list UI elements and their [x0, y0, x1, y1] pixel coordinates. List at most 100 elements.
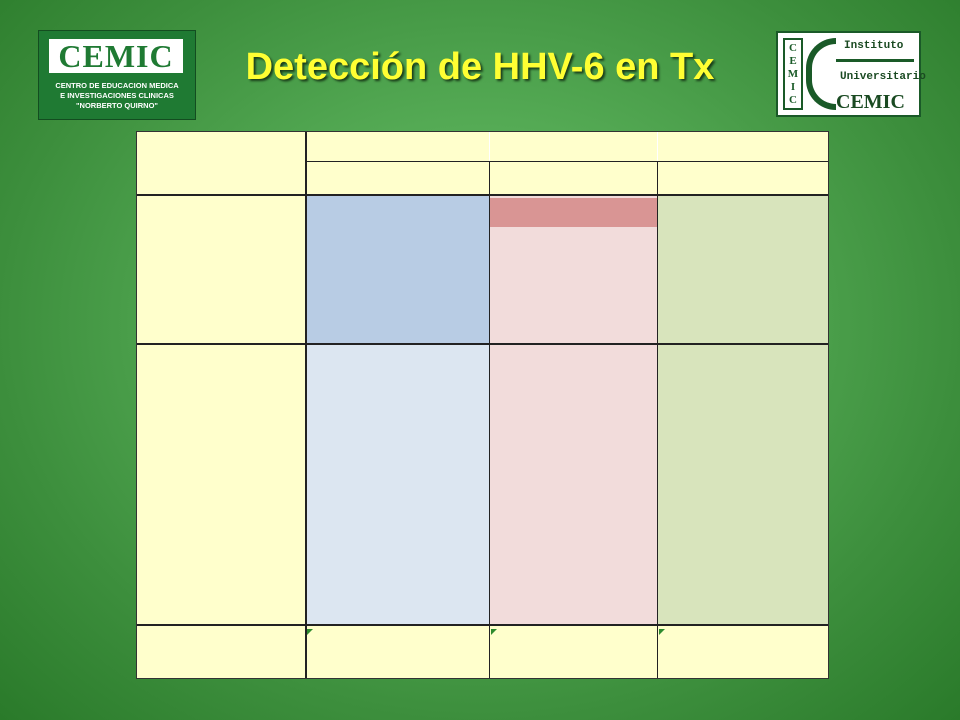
result-cell [305, 461, 489, 490]
patient-number [137, 519, 305, 548]
patient-number [137, 461, 305, 490]
patient-number [137, 404, 305, 433]
grid-line [657, 161, 658, 678]
logo-cemic-text: CEMIC [836, 91, 905, 113]
vertical-letter: M [787, 67, 799, 80]
cell-corner-marker [491, 629, 497, 635]
slide-title: Detección de HHV-6 en Tx [245, 46, 715, 88]
result-cell [305, 376, 489, 405]
vertical-letter: C [789, 93, 797, 106]
header-positivos [305, 132, 828, 161]
result-cell [305, 576, 489, 605]
result-cell [489, 376, 657, 405]
result-cell [489, 284, 657, 313]
patient-number [137, 255, 305, 284]
column-header-1 [489, 161, 657, 194]
grid-line [137, 343, 828, 345]
result-cell [489, 547, 657, 576]
patient-number [137, 198, 305, 227]
result-cell [657, 255, 828, 284]
result-cell [305, 490, 489, 519]
column-bg-block2 [657, 345, 828, 624]
result-cell [657, 576, 828, 605]
result-cell [657, 227, 828, 256]
result-cell [657, 284, 828, 313]
grid-line [137, 194, 828, 196]
total-value [489, 628, 657, 678]
grid-line [305, 161, 828, 162]
cemic-logo-line2: E INVESTIGACIONES CLINICAS [60, 91, 174, 100]
total-value [305, 628, 489, 678]
result-cell [657, 461, 828, 490]
cemic-logo-line3: "NORBERTO QUIRNO" [76, 101, 158, 110]
result-cell [489, 433, 657, 462]
patient-number [137, 490, 305, 519]
result-cell [305, 284, 489, 313]
result-cell [489, 490, 657, 519]
result-cell [657, 404, 828, 433]
column-bg-block2 [305, 345, 489, 624]
logo-instituto-text: Instituto [844, 40, 904, 52]
column-header-2 [657, 161, 828, 194]
result-cell [305, 347, 489, 376]
grid-line [137, 624, 828, 626]
instituto-universitario-logo: C E M I C Instituto Universitario CEMIC [776, 31, 926, 117]
logo-divider [836, 59, 914, 62]
result-cell [489, 404, 657, 433]
logo-arc-shape [806, 38, 836, 110]
total-label [137, 628, 305, 678]
result-cell [489, 347, 657, 376]
vertical-letter: I [790, 80, 796, 93]
result-cell [489, 576, 657, 605]
column-header-0 [305, 161, 489, 194]
column-bg-block2 [489, 345, 657, 624]
patient-number [137, 376, 305, 405]
patient-number [137, 227, 305, 256]
logo-universitario-text: Universitario [840, 71, 926, 83]
result-cell [657, 347, 828, 376]
grid-line [489, 161, 490, 678]
result-cell [657, 198, 828, 227]
header-pacientes [137, 132, 305, 194]
result-cell [657, 547, 828, 576]
patient-number [137, 576, 305, 605]
patient-number [137, 312, 305, 341]
vertical-cemic-letters: C E M I C [783, 38, 803, 110]
grid-line [657, 132, 658, 161]
cemic-logo-line1: CENTRO DE EDUCACION MEDICA [55, 81, 179, 90]
result-cell [489, 255, 657, 284]
result-cell [489, 519, 657, 548]
cemic-logo-subtitle: CENTRO DE EDUCACION MEDICA E INVESTIGACI… [43, 81, 191, 111]
result-cell [305, 198, 489, 227]
result-cell [305, 519, 489, 548]
patient-number [137, 433, 305, 462]
result-cell [305, 433, 489, 462]
grid-line [305, 132, 307, 678]
result-cell [305, 227, 489, 256]
result-cell [305, 312, 489, 341]
patient-number [137, 547, 305, 576]
cemic-logo: CEMIC CENTRO DE EDUCACION MEDICA E INVES… [38, 30, 196, 120]
result-cell [657, 312, 828, 341]
result-cell [657, 519, 828, 548]
result-cell [305, 404, 489, 433]
total-value [657, 628, 828, 678]
vertical-letter: C [789, 41, 797, 54]
result-cell [489, 312, 657, 341]
result-cell [489, 461, 657, 490]
results-table [136, 131, 829, 679]
result-cell [657, 433, 828, 462]
cemic-logo-box: CEMIC [47, 37, 185, 75]
vertical-letter: E [789, 54, 797, 67]
result-cell [657, 490, 828, 519]
highlight-cell-bg [489, 198, 657, 227]
result-cell [657, 376, 828, 405]
column-bg-block1 [305, 196, 489, 345]
result-cell [489, 227, 657, 256]
column-bg-block1 [657, 196, 828, 345]
result-cell [305, 547, 489, 576]
grid-line [489, 132, 490, 161]
cell-corner-marker [307, 629, 313, 635]
patient-number [137, 347, 305, 376]
result-cell [305, 255, 489, 284]
